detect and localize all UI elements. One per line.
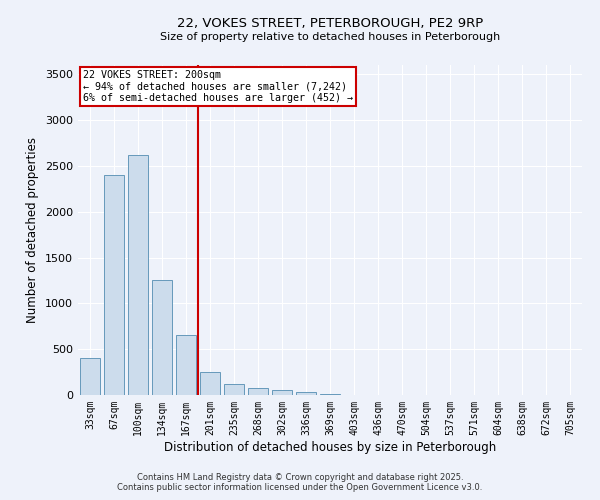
Text: 22 VOKES STREET: 200sqm
← 94% of detached houses are smaller (7,242)
6% of semi-: 22 VOKES STREET: 200sqm ← 94% of detache… xyxy=(83,70,353,103)
Bar xyxy=(104,175,124,395)
Bar xyxy=(128,155,148,395)
Bar xyxy=(248,388,268,395)
Bar xyxy=(296,392,316,395)
X-axis label: Distribution of detached houses by size in Peterborough: Distribution of detached houses by size … xyxy=(164,440,496,454)
Text: 22, VOKES STREET, PETERBOROUGH, PE2 9RP: 22, VOKES STREET, PETERBOROUGH, PE2 9RP xyxy=(177,18,483,30)
Bar xyxy=(272,390,292,395)
Bar xyxy=(320,394,340,395)
Y-axis label: Number of detached properties: Number of detached properties xyxy=(26,137,40,323)
Text: Size of property relative to detached houses in Peterborough: Size of property relative to detached ho… xyxy=(160,32,500,42)
Bar xyxy=(176,336,196,395)
Bar xyxy=(80,358,100,395)
Bar xyxy=(152,280,172,395)
Bar xyxy=(224,384,244,395)
Bar xyxy=(200,372,220,395)
Text: Contains HM Land Registry data © Crown copyright and database right 2025.
Contai: Contains HM Land Registry data © Crown c… xyxy=(118,473,482,492)
